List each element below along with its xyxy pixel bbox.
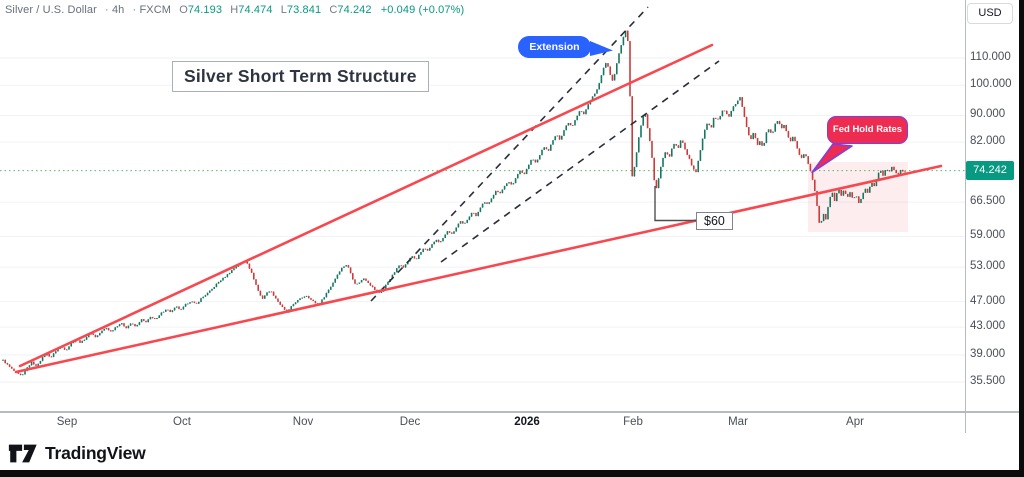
symbol-legend[interactable]: Silver / U.S. Dollar · 4h · FXCM O74.193…	[5, 4, 464, 16]
gridlines	[0, 57, 965, 383]
time-tick-label: Apr	[846, 416, 864, 428]
window-right-edge	[1019, 0, 1024, 477]
time-tick-label: Sep	[56, 416, 78, 428]
chart-title-annotation[interactable]: Silver Short Term Structure	[172, 61, 429, 92]
change-value: +0.049 (+0.07%)	[380, 4, 465, 16]
price-axis[interactable]: 110.000 100.000 90.000 82.000 66.500 59.000 53…	[966, 0, 1019, 411]
time-axis[interactable]: Sep Oct Nov Dec 2026 Feb Mar Apr	[0, 412, 1019, 440]
timeframe: 4h	[111, 4, 125, 16]
open-value: 74.193	[187, 4, 223, 16]
trendline[interactable]	[18, 43, 714, 368]
legend-separator: ·	[132, 4, 137, 16]
high-value: 74.474	[238, 4, 273, 16]
exchange: FXCM	[139, 4, 172, 16]
low-label: L	[280, 4, 287, 16]
price-tick-label: 100.000	[970, 78, 1012, 91]
dashed-channel-line[interactable]	[370, 6, 649, 302]
close-value: 74.242	[337, 4, 372, 16]
price-axis-border	[965, 0, 966, 433]
symbol-name: Silver / U.S. Dollar	[5, 4, 97, 16]
dashed-channel-line[interactable]	[440, 60, 720, 263]
open-label: O	[179, 4, 188, 16]
price-tick-label: 82.000	[970, 135, 1006, 148]
high-label: H	[230, 4, 239, 16]
tradingview-logo-icon	[8, 444, 37, 463]
low-value: 73.841	[286, 4, 322, 16]
window-bottom-edge	[0, 470, 1024, 477]
price-tick-label: 110.000	[970, 50, 1011, 63]
price-tick-label: 90.000	[970, 108, 1006, 121]
time-tick-label: Nov	[292, 416, 314, 428]
trendline[interactable]	[14, 164, 943, 374]
time-tick-label: Feb	[623, 416, 643, 428]
extension-callout[interactable]: Extension	[518, 36, 591, 58]
chart-canvas[interactable]	[0, 0, 965, 411]
time-tick-label: 2026	[514, 416, 540, 428]
last-price-badge: 74.242	[966, 161, 1014, 180]
price-tick-label: 43.000	[970, 320, 1006, 333]
legend-separator: ·	[105, 4, 109, 16]
time-tick-label: Dec	[399, 416, 421, 428]
price-tick-label: 66.500	[970, 195, 1006, 208]
fed-callout-pointer	[811, 143, 853, 174]
price-tick-label: 59.000	[970, 229, 1006, 242]
candlestick-series[interactable]	[2, 30, 906, 376]
price-tick-label: 35.500	[970, 375, 1006, 387]
tradingview-logo[interactable]: TradingView	[8, 443, 146, 464]
currency-button[interactable]: USD	[967, 3, 1013, 24]
time-tick-label: Mar	[728, 416, 748, 428]
price-tick-label: 47.000	[970, 294, 1006, 307]
extension-callout-pointer	[590, 41, 613, 56]
measure-line[interactable]	[654, 186, 696, 222]
fed-hold-rates-callout[interactable]: Fed Hold Rates	[827, 116, 908, 144]
price-tick-label: 53.000	[970, 260, 1006, 273]
close-label: C	[329, 4, 338, 16]
price-target-label[interactable]: $60	[696, 212, 733, 230]
time-axis-border	[0, 411, 1020, 413]
price-tick-label: 39.000	[970, 348, 1006, 361]
tradingview-logo-text: TradingView	[45, 443, 146, 463]
time-tick-label: Oct	[173, 416, 191, 428]
